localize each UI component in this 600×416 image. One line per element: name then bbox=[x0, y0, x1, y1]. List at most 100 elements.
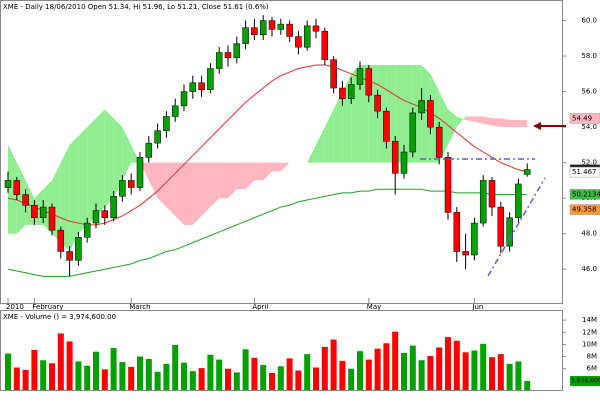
candle-body bbox=[391, 141, 399, 174]
candle-body bbox=[171, 105, 179, 117]
volume-bar bbox=[497, 354, 504, 390]
volume-bar bbox=[57, 333, 64, 390]
candle-body bbox=[224, 52, 232, 59]
price-panel-frame bbox=[0, 0, 563, 304]
candle-body bbox=[119, 180, 126, 197]
candle-body bbox=[163, 116, 170, 131]
volume-bar bbox=[154, 371, 161, 390]
candle-body bbox=[488, 180, 496, 208]
candle-body bbox=[427, 100, 434, 128]
candle-body bbox=[4, 180, 12, 188]
x-tick-label: April bbox=[252, 303, 268, 311]
cloud-segment bbox=[518, 120, 528, 128]
price-label: 49.358 bbox=[572, 206, 597, 214]
candle-body bbox=[277, 23, 285, 30]
cloud-segment bbox=[157, 162, 167, 208]
cloud-segment bbox=[474, 116, 484, 124]
volume-bar bbox=[216, 359, 223, 390]
candle-body bbox=[506, 217, 513, 247]
y-tick-label: 56.0 bbox=[581, 88, 597, 96]
candle-body bbox=[453, 212, 461, 252]
volume-bar bbox=[163, 363, 170, 390]
cloud-segment bbox=[263, 162, 272, 181]
volume-bar bbox=[22, 369, 29, 390]
moving-average bbox=[7, 64, 528, 226]
cloud-segment bbox=[60, 144, 70, 252]
y-tick-label: 46.0 bbox=[581, 265, 597, 273]
volume-bar bbox=[75, 361, 82, 390]
cloud-segment bbox=[492, 118, 501, 128]
volume-bar bbox=[462, 352, 469, 390]
cloud-segment bbox=[148, 162, 158, 199]
volume-bar bbox=[445, 337, 451, 390]
y-tick-label: 52.0 bbox=[581, 159, 597, 167]
cloud-segment bbox=[421, 64, 431, 163]
volume-bar bbox=[515, 361, 522, 390]
candle-body bbox=[57, 229, 65, 252]
candle-body bbox=[145, 142, 153, 158]
cloud-segment bbox=[465, 116, 475, 122]
cloud-segment bbox=[254, 162, 264, 181]
y-tick-label: 12M bbox=[582, 328, 597, 336]
volume-bar bbox=[374, 348, 381, 390]
volume-bar bbox=[286, 358, 293, 390]
y-tick-label: 54.0 bbox=[581, 123, 597, 131]
candle-body bbox=[136, 157, 144, 188]
candle-body bbox=[48, 206, 56, 231]
cloud-segment bbox=[280, 162, 290, 172]
candle-body bbox=[295, 36, 302, 48]
price-axis-background bbox=[563, 0, 600, 304]
candle-body bbox=[444, 157, 452, 213]
candle-body bbox=[286, 23, 293, 37]
cloud-segment bbox=[87, 118, 96, 225]
y-tick-label: 14M bbox=[582, 316, 597, 324]
volume-bar bbox=[137, 356, 143, 390]
volume-bar bbox=[189, 371, 196, 390]
candle-body bbox=[479, 180, 487, 224]
chart-title: XME - Daily 18/06/2010 Open 51.34, Hi 51… bbox=[3, 3, 269, 11]
candle-body bbox=[400, 151, 408, 174]
x-tick-label: 2010 bbox=[6, 303, 24, 311]
volume-bar bbox=[418, 360, 425, 390]
candle-body bbox=[75, 237, 82, 261]
candle-body bbox=[127, 180, 135, 188]
support-line bbox=[487, 177, 546, 277]
volume-bar bbox=[348, 368, 355, 390]
candle-body bbox=[110, 196, 117, 218]
candle-body bbox=[312, 25, 320, 32]
volume-bar bbox=[225, 368, 231, 390]
volume-bar bbox=[110, 348, 117, 390]
volume-bar bbox=[313, 367, 319, 390]
candle-body bbox=[497, 206, 505, 247]
price-label-box bbox=[569, 204, 600, 215]
volume-bar bbox=[436, 347, 443, 390]
volume-bar bbox=[401, 352, 407, 390]
candle-body bbox=[233, 43, 241, 59]
candle-body bbox=[31, 205, 38, 218]
volume-bar bbox=[181, 362, 187, 390]
candle-body bbox=[339, 87, 346, 99]
candle-body bbox=[207, 68, 214, 91]
volume-title: XME - Volume () = 3,974,600.00 bbox=[3, 313, 116, 321]
candle-body bbox=[347, 84, 355, 99]
x-tick-label: May bbox=[367, 303, 381, 311]
volume-bar bbox=[5, 353, 11, 390]
volume-bar bbox=[330, 339, 337, 390]
volume-bar bbox=[145, 359, 152, 390]
volume-bar bbox=[172, 345, 179, 390]
volume-panel-frame bbox=[0, 310, 563, 391]
cloud-segment bbox=[8, 144, 17, 234]
candle-body bbox=[268, 20, 276, 30]
volume-bar bbox=[233, 372, 240, 390]
cloud-segment bbox=[184, 162, 193, 225]
cloud-segment bbox=[456, 116, 466, 128]
cloud-segment bbox=[131, 144, 140, 163]
candle-body bbox=[374, 94, 381, 112]
candle-body bbox=[321, 30, 329, 60]
cloud-segment bbox=[324, 109, 334, 163]
price-label-box bbox=[569, 189, 600, 200]
candle-body bbox=[180, 91, 188, 107]
volume-bar bbox=[524, 381, 531, 390]
cloud-segment bbox=[78, 127, 88, 234]
